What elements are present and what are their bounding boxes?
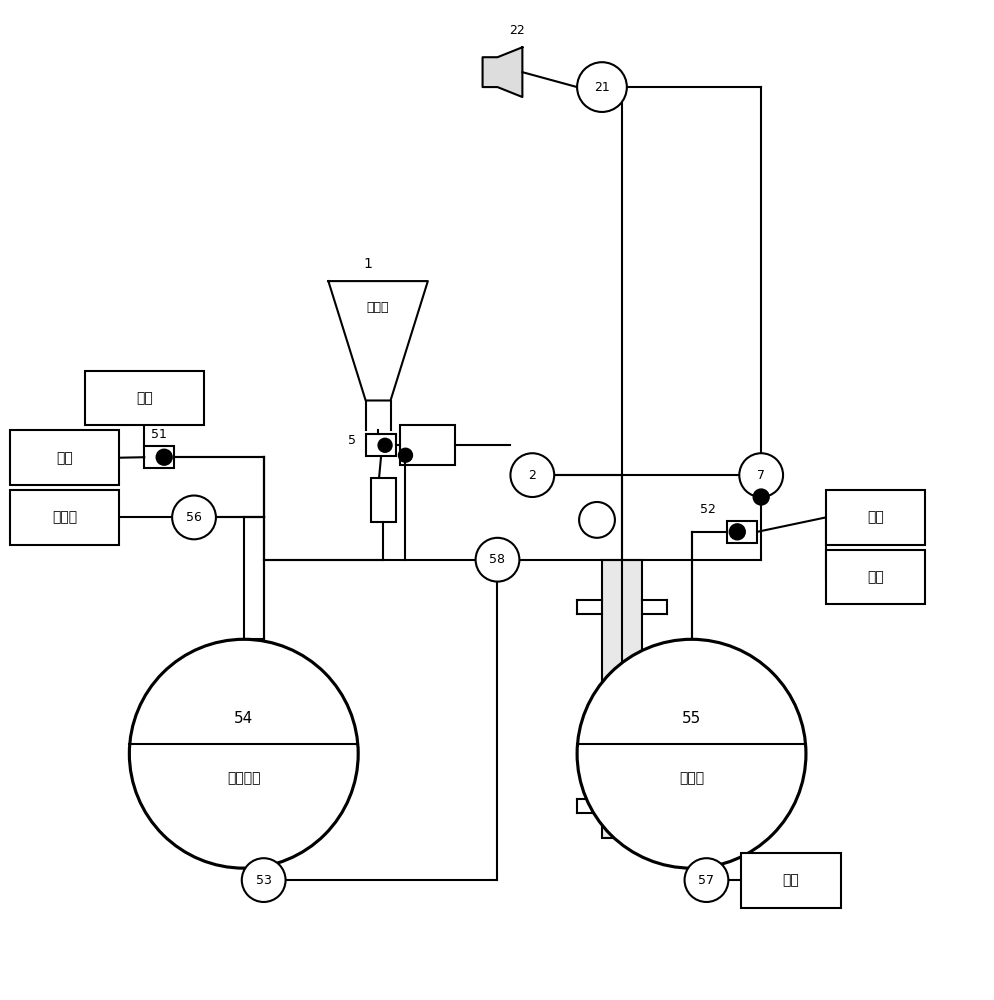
- Bar: [825, 550, 924, 604]
- Circle shape: [172, 496, 216, 539]
- Circle shape: [378, 438, 392, 452]
- Bar: [741, 853, 840, 908]
- Text: 计数池: 计数池: [367, 301, 389, 314]
- Text: 52: 52: [699, 503, 715, 516]
- Text: 负压: 负压: [136, 391, 152, 405]
- Text: 53: 53: [255, 874, 271, 887]
- Bar: [825, 490, 924, 545]
- Bar: [10, 430, 119, 485]
- Text: 21: 21: [593, 81, 609, 94]
- Text: 56: 56: [186, 511, 202, 524]
- Text: 3: 3: [617, 712, 625, 726]
- Text: 废液池: 废液池: [678, 772, 704, 786]
- Circle shape: [579, 502, 614, 538]
- Circle shape: [475, 538, 519, 582]
- Text: 54: 54: [234, 711, 253, 726]
- Text: 22: 22: [509, 24, 525, 37]
- Bar: [366, 434, 396, 456]
- Bar: [10, 490, 119, 545]
- Bar: [370, 478, 395, 522]
- Circle shape: [739, 453, 782, 497]
- Circle shape: [577, 639, 805, 868]
- Circle shape: [577, 62, 626, 112]
- Text: 58: 58: [489, 553, 505, 566]
- Circle shape: [398, 448, 412, 462]
- Circle shape: [156, 449, 172, 465]
- Bar: [144, 446, 174, 468]
- Bar: [84, 371, 204, 425]
- Text: 1: 1: [364, 257, 372, 271]
- Bar: [601, 560, 641, 838]
- Bar: [727, 521, 756, 543]
- Text: 正压: 正压: [867, 570, 883, 584]
- Circle shape: [729, 524, 745, 540]
- Text: 负压: 负压: [867, 510, 883, 524]
- Text: 废液: 废液: [782, 874, 798, 888]
- Circle shape: [510, 453, 554, 497]
- Circle shape: [242, 858, 285, 902]
- Text: 7: 7: [756, 469, 764, 482]
- Text: 51: 51: [151, 428, 167, 441]
- Circle shape: [129, 639, 358, 868]
- Text: 5: 5: [348, 434, 356, 447]
- Text: 55: 55: [681, 711, 701, 726]
- Polygon shape: [482, 47, 522, 97]
- Text: 清洁液池: 清洁液池: [227, 772, 260, 786]
- Circle shape: [752, 489, 768, 505]
- Circle shape: [684, 858, 728, 902]
- Text: 2: 2: [528, 469, 536, 482]
- Text: 57: 57: [698, 874, 714, 887]
- Text: 清洁液: 清洁液: [52, 510, 78, 524]
- Bar: [400, 425, 454, 465]
- Text: 正压: 正压: [57, 451, 73, 465]
